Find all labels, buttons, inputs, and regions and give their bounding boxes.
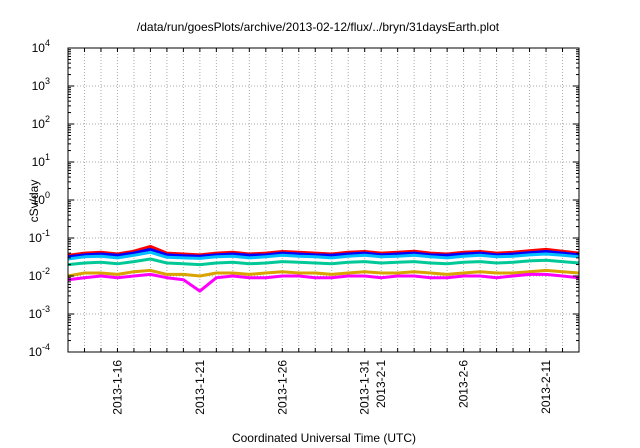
- series-line-5: [67, 268, 580, 278]
- x-tick-label: 2013-2-6: [457, 360, 471, 408]
- series-line-1: [67, 244, 580, 257]
- series-line-3: [67, 250, 580, 261]
- y-tick-exponent: -1: [42, 228, 50, 238]
- x-tick-label: 2013-2-11: [539, 360, 553, 414]
- y-tick-exponent: 0: [45, 190, 50, 200]
- x-axis-label: Coordinated Universal Time (UTC): [232, 431, 416, 445]
- chart-title: /data/run/goesPlots/archive/2013-02-12/f…: [137, 20, 500, 34]
- x-tick-label: 2013-1-16: [110, 360, 124, 415]
- x-tick-label: 2013-1-31: [358, 360, 372, 415]
- x-tick-label: 2013-2-1: [374, 360, 388, 408]
- series-line-2: [67, 247, 580, 259]
- y-tick-label: 101: [32, 152, 50, 169]
- y-axis-label: cSv/day: [27, 180, 41, 223]
- x-tick-label: 2013-1-21: [193, 360, 207, 415]
- y-tick-exponent: 3: [45, 76, 50, 86]
- y-tick-exponent: 1: [45, 152, 50, 162]
- series-line-6: [67, 272, 580, 293]
- grid: [68, 48, 579, 352]
- axes: 10-410-310-210-11001011021031042013-1-16…: [29, 38, 579, 415]
- series-group: [67, 244, 580, 293]
- y-tick-exponent: 4: [45, 38, 50, 48]
- y-tick-exponent: -2: [42, 266, 50, 276]
- y-tick-exponent: -3: [42, 304, 50, 314]
- series-line-4: [67, 257, 580, 267]
- x-tick-label: 2013-1-26: [275, 360, 289, 415]
- y-tick-label: 10-3: [29, 304, 50, 321]
- y-tick-label: 10-2: [29, 266, 50, 283]
- y-tick-exponent: -4: [42, 342, 50, 352]
- y-tick-exponent: 2: [45, 114, 50, 124]
- y-tick-label: 104: [32, 38, 50, 55]
- y-tick-label: 10-1: [29, 228, 50, 245]
- y-tick-label: 103: [32, 76, 50, 93]
- y-tick-label: 10-4: [29, 342, 50, 359]
- y-tick-label: 102: [32, 114, 50, 131]
